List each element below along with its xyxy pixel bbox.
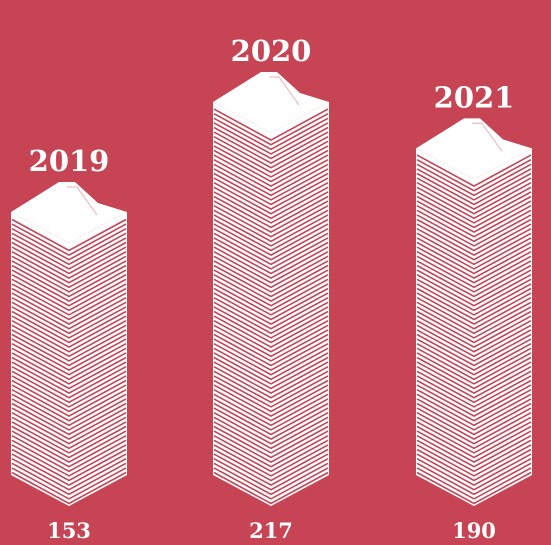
value-label-2021: 190: [452, 518, 496, 543]
file-stack-2021: [416, 118, 532, 506]
stack-sheet-lines: [416, 154, 532, 505]
stack-sheet-lines: [11, 218, 127, 505]
folder-top: [11, 182, 127, 244]
folder-tab-crease: [269, 76, 300, 106]
year-label-2020: 2020: [231, 34, 312, 68]
stack-sheet-lines: [213, 108, 329, 505]
stack-body: [416, 148, 532, 506]
file-stack-2020: [213, 72, 329, 506]
year-label-2019: 2019: [29, 144, 110, 178]
value-label-2019: 153: [47, 518, 91, 543]
year-label-2021: 2021: [434, 80, 515, 114]
folder-tab-crease: [472, 122, 503, 152]
value-label-2020: 217: [249, 518, 293, 543]
file-stack-2019: [11, 182, 127, 506]
folder-tab-crease: [67, 186, 98, 216]
folder-top: [213, 72, 329, 133]
folder-top: [416, 118, 532, 180]
